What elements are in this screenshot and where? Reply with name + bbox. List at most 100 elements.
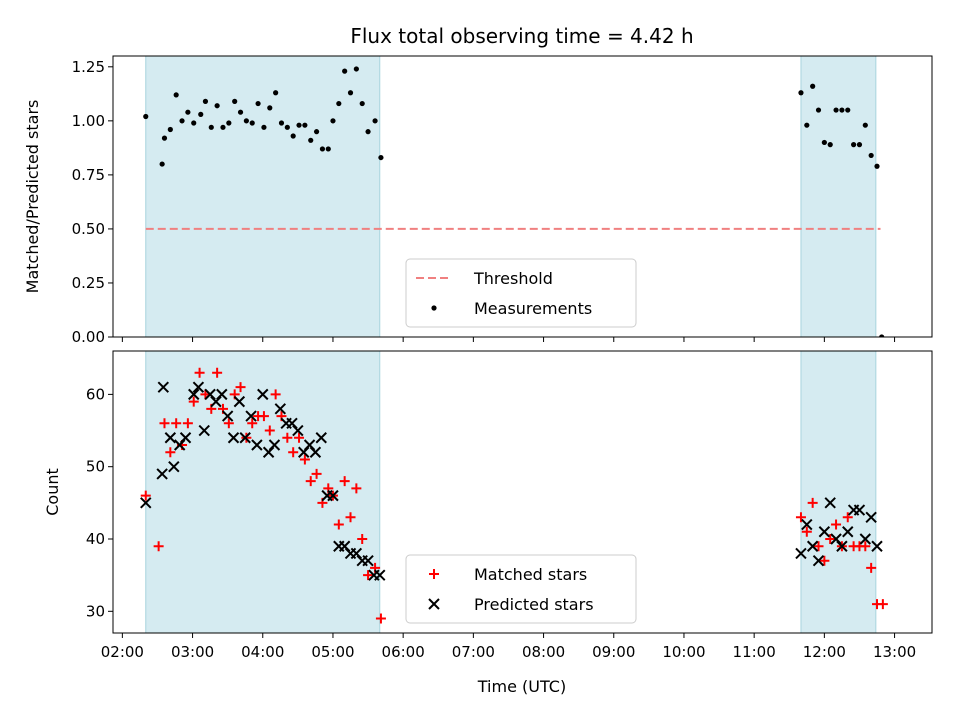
matched-star-point xyxy=(333,519,344,530)
predicted-star-point xyxy=(865,511,877,524)
top-y-tick-label: 1.25 xyxy=(72,58,105,76)
measurement-point xyxy=(243,118,249,124)
predicted-star-point xyxy=(327,489,339,502)
predicted-star-point xyxy=(179,432,192,444)
legend-measurements-swatch xyxy=(431,305,437,311)
matched-star-point xyxy=(842,512,853,523)
measurement-point xyxy=(833,107,839,113)
measurement-point xyxy=(874,163,880,169)
matched-star-point xyxy=(813,541,824,552)
measurement-point xyxy=(342,68,348,74)
measurement-point xyxy=(330,118,336,124)
top-legend: Threshold Measurements xyxy=(405,258,637,328)
predicted-star-point xyxy=(268,439,281,451)
matched-star-point xyxy=(159,418,170,429)
measurement-point xyxy=(220,124,226,130)
x-tick-label: 13:00 xyxy=(873,643,916,661)
matched-star-point xyxy=(188,396,199,407)
predicted-star-point xyxy=(824,497,836,509)
top-y-tick-label: 0.00 xyxy=(72,328,105,346)
top-y-tick-label: 0.50 xyxy=(72,220,105,238)
matched-star-point xyxy=(305,476,316,487)
predicted-star-point xyxy=(812,554,825,567)
predicted-star-point xyxy=(362,554,374,567)
predicted-star-point xyxy=(188,388,200,401)
bottom-y-tick-label: 60 xyxy=(86,385,105,403)
bottom-shaded-span xyxy=(800,351,877,633)
measurement-point xyxy=(208,124,214,130)
bottom-y-axis-label: Count xyxy=(43,468,62,516)
legend-label: Matched stars xyxy=(474,565,587,584)
legend-label: Predicted stars xyxy=(474,595,594,614)
predicted-star-point xyxy=(251,439,263,451)
x-tick-label: 02:00 xyxy=(101,643,144,661)
measurement-point xyxy=(336,100,342,107)
measurement-point xyxy=(173,92,179,98)
measurement-point xyxy=(313,129,320,135)
measurement-point xyxy=(185,109,191,115)
measurement-point xyxy=(273,90,279,96)
measurement-point xyxy=(261,124,267,130)
x-tick-label: 07:00 xyxy=(452,643,495,661)
bottom-shaded-span xyxy=(145,351,381,633)
measurement-point xyxy=(198,111,204,117)
predicted-star-point xyxy=(801,518,813,531)
x-tick-label: 05:00 xyxy=(311,643,354,661)
matched-star-point xyxy=(311,468,322,479)
matched-star-point xyxy=(212,367,223,378)
measurement-point xyxy=(284,124,290,130)
matched-star-point xyxy=(282,432,293,443)
measurement-point xyxy=(267,105,273,111)
measurement-point xyxy=(810,83,816,89)
matched-star-point xyxy=(235,382,246,393)
matched-star-point xyxy=(357,534,368,544)
predicted-star-point xyxy=(168,460,180,473)
predicted-star-point xyxy=(309,446,322,458)
measurement-point xyxy=(359,100,365,107)
predicted-star-point xyxy=(315,432,327,444)
matched-star-point xyxy=(258,411,269,422)
top-shaded-span xyxy=(145,56,381,337)
matched-star-point xyxy=(182,418,193,429)
measurement-point xyxy=(159,161,165,167)
bottom-y-tick-label: 30 xyxy=(86,602,105,620)
measurement-point xyxy=(179,118,185,124)
predicted-star-point xyxy=(806,540,819,552)
measurement-point xyxy=(325,146,331,152)
x-tick-label: 10:00 xyxy=(662,643,705,661)
measurement-point xyxy=(167,126,173,133)
matched-star-point xyxy=(795,512,806,523)
matched-star-point xyxy=(270,389,281,400)
predicted-star-point xyxy=(140,497,152,509)
measurement-point xyxy=(365,129,371,135)
bottom-plot-area xyxy=(140,351,888,633)
matched-star-point xyxy=(345,512,356,523)
matched-star-point xyxy=(299,454,310,465)
matched-star-point xyxy=(294,432,305,443)
measurement-point xyxy=(845,107,851,113)
predicted-star-point xyxy=(859,533,872,545)
predicted-star-point xyxy=(221,410,234,422)
top-y-tick-label: 0.25 xyxy=(72,274,105,292)
measurement-point xyxy=(161,135,168,141)
predicted-star-point xyxy=(374,569,386,581)
predicted-star-point xyxy=(156,468,168,480)
figure-title: Flux total observing time = 4.42 h xyxy=(350,24,693,48)
x-axis-label: Time (UTC) xyxy=(477,677,566,696)
x-tick-label: 04:00 xyxy=(241,643,284,661)
predicted-star-point xyxy=(795,547,807,560)
predicted-star-point xyxy=(239,432,251,444)
measurement-point xyxy=(290,133,296,139)
x-tick-label: 03:00 xyxy=(171,643,214,661)
top-panel: 0.00 0.25 0.50 0.75 1.00 1.25 Matched/Predicte… xyxy=(23,55,933,346)
matched-star-point xyxy=(247,418,258,429)
predicted-star-point xyxy=(818,526,831,538)
legend-label: Measurements xyxy=(474,299,592,318)
measurement-point xyxy=(372,118,378,124)
predicted-star-point xyxy=(836,540,848,552)
top-shaded-span xyxy=(800,56,877,337)
matched-star-point xyxy=(264,425,275,436)
predicted-star-point xyxy=(233,395,246,408)
measurement-point xyxy=(378,154,384,161)
matched-star-point xyxy=(831,519,842,530)
